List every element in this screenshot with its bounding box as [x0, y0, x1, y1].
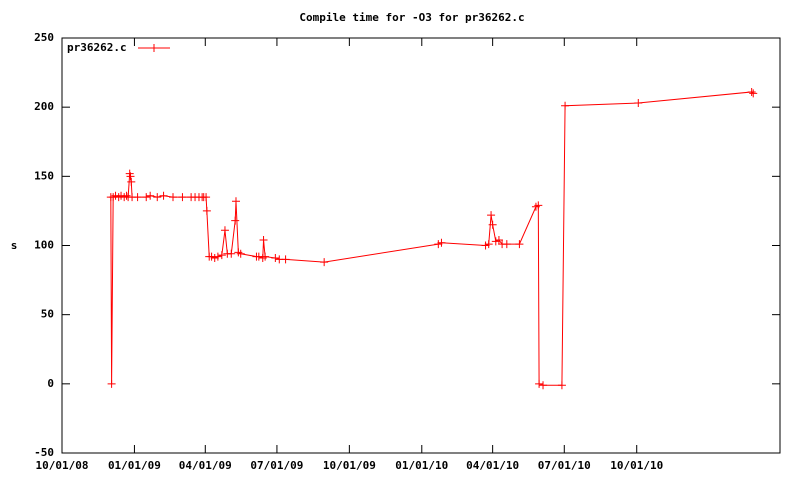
point	[557, 381, 566, 390]
point	[202, 206, 211, 215]
point	[484, 240, 493, 249]
x-tick-label: 10/01/08	[36, 459, 89, 472]
point	[220, 226, 229, 235]
y-tick-label: 100	[34, 239, 54, 252]
x-tick-label: 10/01/10	[610, 459, 663, 472]
y-tick-label: 150	[34, 169, 54, 182]
x-tick-label: 07/01/10	[538, 459, 591, 472]
point	[133, 193, 142, 202]
y-axis-label: s	[11, 239, 18, 252]
point	[488, 220, 497, 229]
point	[202, 193, 211, 202]
point	[236, 249, 245, 258]
point	[227, 249, 236, 258]
point	[515, 240, 524, 249]
point	[122, 191, 131, 200]
point	[494, 235, 503, 244]
point	[271, 253, 280, 262]
y-tick-label: -50	[34, 446, 54, 459]
point	[487, 211, 496, 220]
y-tick-label: 0	[47, 377, 54, 390]
point	[213, 252, 222, 261]
x-tick-label: 01/01/10	[395, 459, 448, 472]
point	[320, 258, 329, 267]
point	[153, 193, 162, 202]
point	[561, 101, 570, 110]
point	[142, 193, 151, 202]
point	[281, 255, 290, 264]
point	[127, 177, 136, 186]
point	[217, 251, 226, 260]
point	[178, 193, 187, 202]
point	[437, 238, 446, 247]
legend-label: pr36262.c	[67, 41, 127, 54]
x-tick-label: 04/01/09	[179, 459, 232, 472]
point	[259, 235, 268, 244]
point	[535, 379, 544, 388]
point	[261, 252, 270, 261]
point	[126, 172, 135, 181]
legend-swatch-point	[150, 44, 158, 52]
x-tick-label: 01/01/09	[108, 459, 161, 472]
point	[159, 191, 168, 200]
x-tick-label: 10/01/09	[323, 459, 376, 472]
y-tick-label: 250	[34, 31, 54, 44]
x-tick-label: 04/01/10	[466, 459, 519, 472]
point	[146, 191, 155, 200]
point	[169, 193, 178, 202]
point	[539, 381, 548, 390]
point	[634, 99, 643, 108]
point	[231, 216, 240, 225]
point	[231, 197, 240, 206]
y-tick-label: 50	[41, 308, 54, 321]
point	[502, 240, 511, 249]
point	[747, 87, 756, 96]
x-tick-label: 07/01/09	[250, 459, 303, 472]
point	[107, 379, 116, 388]
point	[534, 201, 543, 210]
point	[749, 89, 758, 98]
chart-title: Compile time for -O3 for pr36262.c	[299, 11, 524, 24]
y-tick-label: 200	[34, 100, 54, 113]
